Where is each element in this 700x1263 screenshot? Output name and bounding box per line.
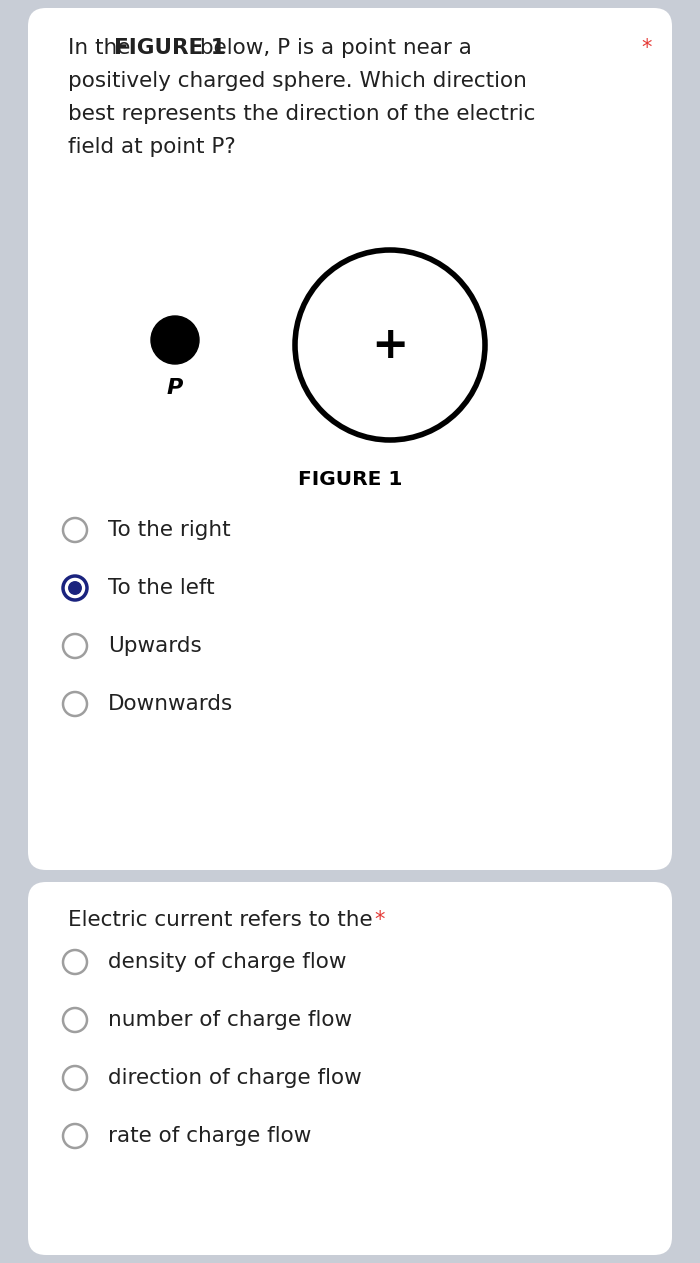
Circle shape (63, 576, 87, 600)
Text: *: * (642, 38, 652, 58)
Text: +: + (371, 323, 409, 366)
Circle shape (63, 692, 87, 716)
Text: direction of charge flow: direction of charge flow (108, 1068, 362, 1087)
Text: Downwards: Downwards (108, 693, 233, 714)
Text: density of charge flow: density of charge flow (108, 952, 346, 973)
Circle shape (69, 582, 81, 594)
Circle shape (63, 1008, 87, 1032)
Text: In the: In the (68, 38, 137, 58)
Text: below, P is a point near a: below, P is a point near a (193, 38, 472, 58)
Text: P: P (167, 378, 183, 398)
Circle shape (63, 634, 87, 658)
Text: FIGURE 1: FIGURE 1 (298, 470, 402, 489)
Text: To the right: To the right (108, 520, 230, 541)
Text: Electric current refers to the: Electric current refers to the (68, 911, 379, 930)
FancyBboxPatch shape (28, 8, 672, 870)
Circle shape (63, 1124, 87, 1148)
Text: rate of charge flow: rate of charge flow (108, 1127, 312, 1146)
Circle shape (63, 1066, 87, 1090)
FancyBboxPatch shape (28, 882, 672, 1255)
Circle shape (151, 316, 199, 364)
Text: *: * (374, 911, 384, 930)
Circle shape (63, 950, 87, 974)
Text: best represents the direction of the electric: best represents the direction of the ele… (68, 104, 536, 124)
Text: Upwards: Upwards (108, 637, 202, 655)
Circle shape (63, 518, 87, 542)
Text: FIGURE 1: FIGURE 1 (114, 38, 225, 58)
Text: To the left: To the left (108, 578, 215, 597)
Text: number of charge flow: number of charge flow (108, 1010, 352, 1031)
Text: field at point P?: field at point P? (68, 136, 236, 157)
Text: positively charged sphere. Which direction: positively charged sphere. Which directi… (68, 71, 527, 91)
